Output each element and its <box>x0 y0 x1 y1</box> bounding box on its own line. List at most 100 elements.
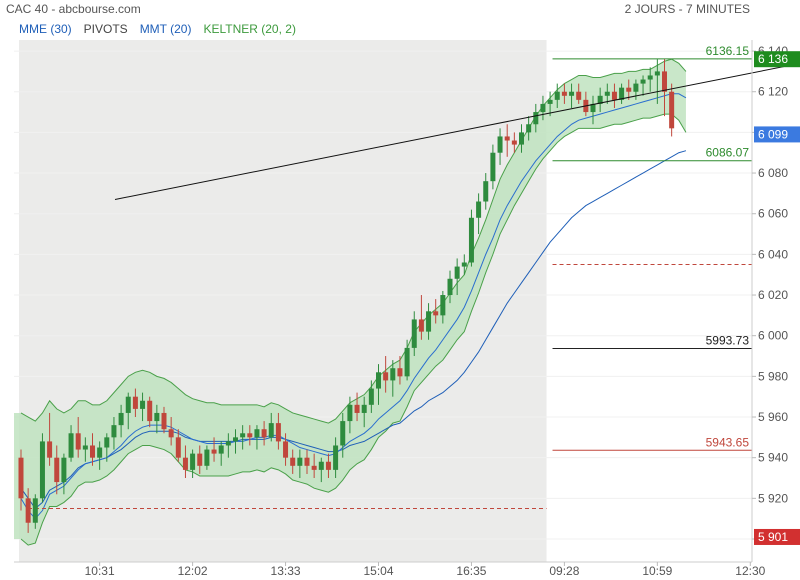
candle-body[interactable] <box>468 217 474 263</box>
candle-body[interactable] <box>569 91 575 96</box>
candle-body[interactable] <box>275 423 281 442</box>
candle-body[interactable] <box>90 445 95 458</box>
candle-body[interactable] <box>476 201 482 218</box>
candle-body[interactable] <box>619 87 625 100</box>
candle-body[interactable] <box>25 498 31 523</box>
candle-body[interactable] <box>325 461 331 470</box>
candle-body[interactable] <box>211 449 217 454</box>
candle-body[interactable] <box>490 152 496 182</box>
candle-body[interactable] <box>254 429 260 438</box>
candle-body[interactable] <box>526 124 532 133</box>
candle-body[interactable] <box>633 83 639 92</box>
candle-body[interactable] <box>190 453 196 470</box>
candle-body[interactable] <box>418 319 424 332</box>
candle-body[interactable] <box>75 433 81 450</box>
candle-body[interactable] <box>118 412 124 426</box>
price-badge-label: 6 136 <box>758 52 788 66</box>
candle-body[interactable] <box>426 311 432 332</box>
candle-body[interactable] <box>361 404 367 413</box>
candle-body[interactable] <box>39 441 45 499</box>
candle-body[interactable] <box>590 103 596 113</box>
chart-title: CAC 40 - abcbourse.com <box>6 2 141 16</box>
candle-body[interactable] <box>497 136 503 153</box>
candle-body[interactable] <box>511 140 517 145</box>
legend-mmt[interactable]: MMT (20) <box>139 22 192 36</box>
candle-body[interactable] <box>111 425 117 438</box>
candle-body[interactable] <box>97 447 103 458</box>
candle-body[interactable] <box>340 421 346 446</box>
candle-body[interactable] <box>318 461 324 470</box>
legend-keltner[interactable]: KELTNER (20, 2) <box>203 22 296 36</box>
candle-body[interactable] <box>433 311 439 316</box>
candle-body[interactable] <box>54 457 60 483</box>
candle-body[interactable] <box>218 445 224 454</box>
candle-body[interactable] <box>597 95 603 104</box>
candle-body[interactable] <box>225 441 231 446</box>
candle-body[interactable] <box>483 181 489 202</box>
candle-body[interactable] <box>669 91 675 129</box>
candle-body[interactable] <box>397 368 403 377</box>
candle-body[interactable] <box>504 136 510 141</box>
candle-body[interactable] <box>333 445 339 470</box>
candle-body[interactable] <box>533 112 539 125</box>
candle-body[interactable] <box>125 396 131 413</box>
candle-body[interactable] <box>283 441 289 458</box>
candle-body[interactable] <box>604 91 610 96</box>
candle-body[interactable] <box>47 441 53 458</box>
mme-line <box>20 150 687 510</box>
candle-body[interactable] <box>368 388 374 405</box>
candle-body[interactable] <box>576 91 582 100</box>
candle-body[interactable] <box>268 423 274 438</box>
candle-body[interactable] <box>175 437 181 458</box>
candle-body[interactable] <box>311 465 317 470</box>
candle-body[interactable] <box>611 91 617 100</box>
candle-body[interactable] <box>347 404 353 422</box>
candle-body[interactable] <box>540 103 546 113</box>
candle-body[interactable] <box>161 412 167 430</box>
candle-body[interactable] <box>554 91 560 100</box>
candle-body[interactable] <box>519 132 524 145</box>
candle-body[interactable] <box>68 433 74 458</box>
candle-body[interactable] <box>240 433 246 438</box>
candle-body[interactable] <box>182 457 188 470</box>
candle-body[interactable] <box>18 457 24 499</box>
candle-body[interactable] <box>447 278 453 296</box>
candle-body[interactable] <box>233 437 238 442</box>
candle-body[interactable] <box>261 429 267 438</box>
candle-body[interactable] <box>197 453 203 466</box>
candle-body[interactable] <box>168 429 174 438</box>
candle-body[interactable] <box>147 400 153 422</box>
trendline[interactable] <box>114 61 800 200</box>
candle-body[interactable] <box>454 266 460 279</box>
candle-body[interactable] <box>411 319 417 348</box>
candle-body[interactable] <box>654 71 660 76</box>
candle-body[interactable] <box>390 368 396 381</box>
candle-body[interactable] <box>461 262 467 267</box>
candle-body[interactable] <box>383 372 389 381</box>
candle-body[interactable] <box>82 445 88 450</box>
candle-body[interactable] <box>290 457 296 466</box>
candle-body[interactable] <box>662 71 667 92</box>
candle-body[interactable] <box>32 498 38 523</box>
candle-body[interactable] <box>561 91 567 96</box>
candle-body[interactable] <box>132 396 138 409</box>
candle-body[interactable] <box>204 449 210 466</box>
candle-body[interactable] <box>626 87 632 92</box>
candle-body[interactable] <box>61 457 67 483</box>
legend-mme[interactable]: MME (30) <box>19 22 72 36</box>
legend-pivots[interactable]: PIVOTS <box>83 22 128 36</box>
candle-body[interactable] <box>304 457 310 466</box>
candle-body[interactable] <box>354 404 360 413</box>
candle-body[interactable] <box>440 295 446 316</box>
candle-body[interactable] <box>297 457 303 466</box>
candle-body[interactable] <box>104 437 110 448</box>
candle-body[interactable] <box>140 400 146 409</box>
candle-body[interactable] <box>647 75 653 80</box>
candle-body[interactable] <box>247 433 253 438</box>
candle-body[interactable] <box>640 79 646 84</box>
candle-body[interactable] <box>404 347 410 377</box>
candle-body[interactable] <box>547 99 553 104</box>
candle-body[interactable] <box>154 412 160 422</box>
candle-body[interactable] <box>376 372 381 389</box>
